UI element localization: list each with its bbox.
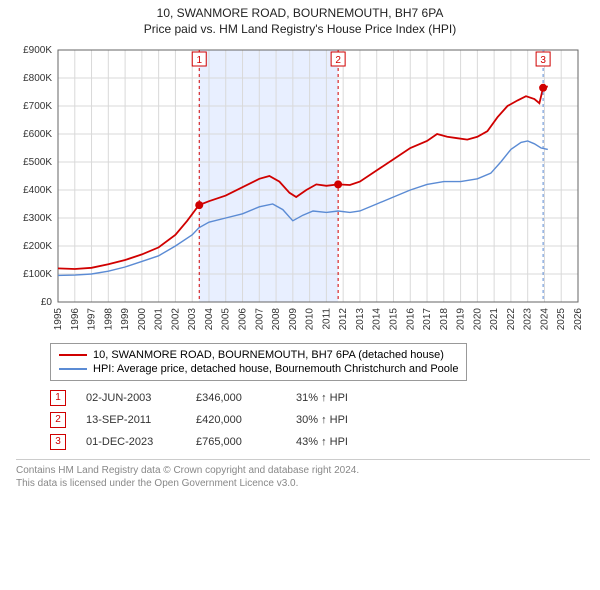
svg-text:2010: 2010	[305, 307, 316, 330]
svg-text:2009: 2009	[288, 307, 299, 330]
transaction-marker-3: 3	[50, 434, 66, 450]
legend-swatch-property	[59, 354, 87, 356]
legend: 10, SWANMORE ROAD, BOURNEMOUTH, BH7 6PA …	[50, 343, 467, 381]
transaction-price: £765,000	[196, 436, 276, 448]
legend-label-property: 10, SWANMORE ROAD, BOURNEMOUTH, BH7 6PA …	[93, 349, 444, 361]
chart-subtitle: Price paid vs. HM Land Registry's House …	[10, 22, 590, 36]
svg-text:2026: 2026	[573, 307, 584, 330]
svg-text:1995: 1995	[53, 307, 64, 330]
svg-text:2022: 2022	[506, 307, 517, 330]
legend-item-hpi: HPI: Average price, detached house, Bour…	[59, 362, 458, 376]
svg-text:2025: 2025	[556, 307, 567, 330]
svg-text:2017: 2017	[422, 307, 433, 330]
svg-text:2005: 2005	[221, 307, 232, 330]
svg-text:2: 2	[335, 55, 341, 66]
line-chart: £0 £100K £200K £300K £400K £500K £600K £700K £80…	[10, 42, 590, 332]
transaction-date: 13-SEP-2011	[86, 414, 176, 426]
svg-text:£0: £0	[41, 297, 53, 308]
footer-line-2: This data is licensed under the Open Gov…	[16, 477, 590, 490]
svg-text:2006: 2006	[238, 307, 249, 330]
svg-text:2002: 2002	[170, 307, 181, 330]
transaction-marker-2: 2	[50, 412, 66, 428]
svg-text:3: 3	[540, 55, 546, 66]
svg-text:£200K: £200K	[23, 241, 52, 252]
table-row: 1 02-JUN-2003 £346,000 31% ↑ HPI	[50, 387, 590, 409]
legend-item-property: 10, SWANMORE ROAD, BOURNEMOUTH, BH7 6PA …	[59, 348, 458, 362]
transaction-delta: 30% ↑ HPI	[296, 414, 396, 426]
svg-text:£900K: £900K	[23, 45, 52, 56]
chart-area: £0 £100K £200K £300K £400K £500K £600K £700K £80…	[10, 42, 590, 337]
svg-text:2021: 2021	[489, 307, 500, 330]
svg-text:2008: 2008	[271, 307, 282, 330]
svg-text:2000: 2000	[137, 307, 148, 330]
svg-text:£500K: £500K	[23, 157, 52, 168]
svg-text:1: 1	[196, 55, 202, 66]
svg-text:2013: 2013	[355, 307, 366, 330]
transaction-delta: 43% ↑ HPI	[296, 436, 396, 448]
transaction-date: 02-JUN-2003	[86, 392, 176, 404]
table-row: 3 01-DEC-2023 £765,000 43% ↑ HPI	[50, 431, 590, 453]
table-row: 2 13-SEP-2011 £420,000 30% ↑ HPI	[50, 409, 590, 431]
svg-text:2007: 2007	[254, 307, 265, 330]
svg-text:£300K: £300K	[23, 213, 52, 224]
svg-text:1997: 1997	[87, 307, 98, 330]
transaction-price: £346,000	[196, 392, 276, 404]
svg-text:2016: 2016	[405, 307, 416, 330]
svg-text:1999: 1999	[120, 307, 131, 330]
svg-text:2011: 2011	[321, 307, 332, 329]
chart-container: 10, SWANMORE ROAD, BOURNEMOUTH, BH7 6PA …	[0, 0, 600, 494]
legend-swatch-hpi	[59, 368, 87, 370]
svg-text:2024: 2024	[539, 307, 550, 330]
footer-line-1: Contains HM Land Registry data © Crown c…	[16, 464, 590, 477]
svg-text:£100K: £100K	[23, 269, 52, 280]
svg-text:2020: 2020	[472, 307, 483, 330]
svg-text:2004: 2004	[204, 307, 215, 330]
svg-text:2014: 2014	[372, 307, 383, 330]
svg-text:2023: 2023	[523, 307, 534, 330]
svg-text:2019: 2019	[456, 307, 467, 330]
transactions-table: 1 02-JUN-2003 £346,000 31% ↑ HPI 2 13-SE…	[50, 387, 590, 453]
svg-text:£600K: £600K	[23, 129, 52, 140]
chart-title: 10, SWANMORE ROAD, BOURNEMOUTH, BH7 6PA	[10, 6, 590, 22]
svg-text:1996: 1996	[70, 307, 81, 330]
legend-label-hpi: HPI: Average price, detached house, Bour…	[93, 363, 458, 375]
footer: Contains HM Land Registry data © Crown c…	[16, 459, 590, 490]
transaction-price: £420,000	[196, 414, 276, 426]
svg-text:2003: 2003	[187, 307, 198, 330]
svg-text:2015: 2015	[388, 307, 399, 330]
svg-text:£700K: £700K	[23, 101, 52, 112]
svg-text:2012: 2012	[338, 307, 349, 330]
svg-text:2001: 2001	[154, 307, 165, 330]
svg-text:£800K: £800K	[23, 73, 52, 84]
transaction-marker-1: 1	[50, 390, 66, 406]
svg-text:£400K: £400K	[23, 185, 52, 196]
transaction-delta: 31% ↑ HPI	[296, 392, 396, 404]
svg-text:1998: 1998	[103, 307, 114, 330]
svg-text:2018: 2018	[439, 307, 450, 330]
transaction-date: 01-DEC-2023	[86, 436, 176, 448]
